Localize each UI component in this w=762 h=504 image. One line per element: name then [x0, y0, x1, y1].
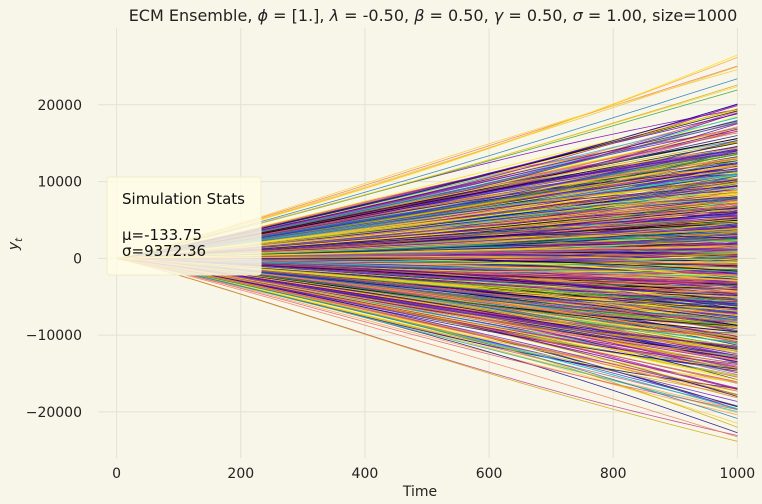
- y-tick-label: 0: [73, 251, 82, 267]
- x-tick-label: 1000: [720, 466, 756, 482]
- x-tick-label: 800: [600, 466, 627, 482]
- y-tick-label: 20000: [37, 98, 82, 114]
- stats-annotation: Simulation Stats μ=-133.75 σ=9372.36: [106, 176, 262, 276]
- series-line: [116, 258, 738, 419]
- x-tick-label: 600: [476, 466, 503, 482]
- x-axis-ticks: 0 200 400 600 800 1000: [112, 466, 755, 482]
- y-axis-label: yt: [6, 237, 25, 251]
- series-line: [116, 258, 738, 383]
- series-line: [116, 258, 738, 442]
- y-axis-ticks: −20000 −10000 0 10000 20000: [26, 98, 82, 421]
- y-tick-label: 10000: [37, 175, 82, 191]
- x-axis-label: Time: [402, 484, 437, 500]
- chart-title: ECM Ensemble, ϕ = [1.], λ = -0.50, β = 0…: [129, 6, 738, 25]
- x-tick-label: 200: [227, 466, 254, 482]
- y-tick-label: −10000: [26, 328, 82, 344]
- series-line: [116, 258, 738, 410]
- stats-box: [106, 176, 262, 276]
- series-line: [116, 258, 738, 399]
- series-line: [116, 258, 738, 438]
- y-tick-label: −20000: [26, 405, 82, 421]
- series-line: [116, 258, 738, 428]
- stats-mean: μ=-133.75: [122, 226, 202, 244]
- stats-std: σ=9372.36: [122, 242, 206, 260]
- series-line: [116, 258, 738, 370]
- x-tick-label: 0: [112, 466, 121, 482]
- stats-title: Simulation Stats: [122, 190, 245, 208]
- x-tick-label: 400: [352, 466, 379, 482]
